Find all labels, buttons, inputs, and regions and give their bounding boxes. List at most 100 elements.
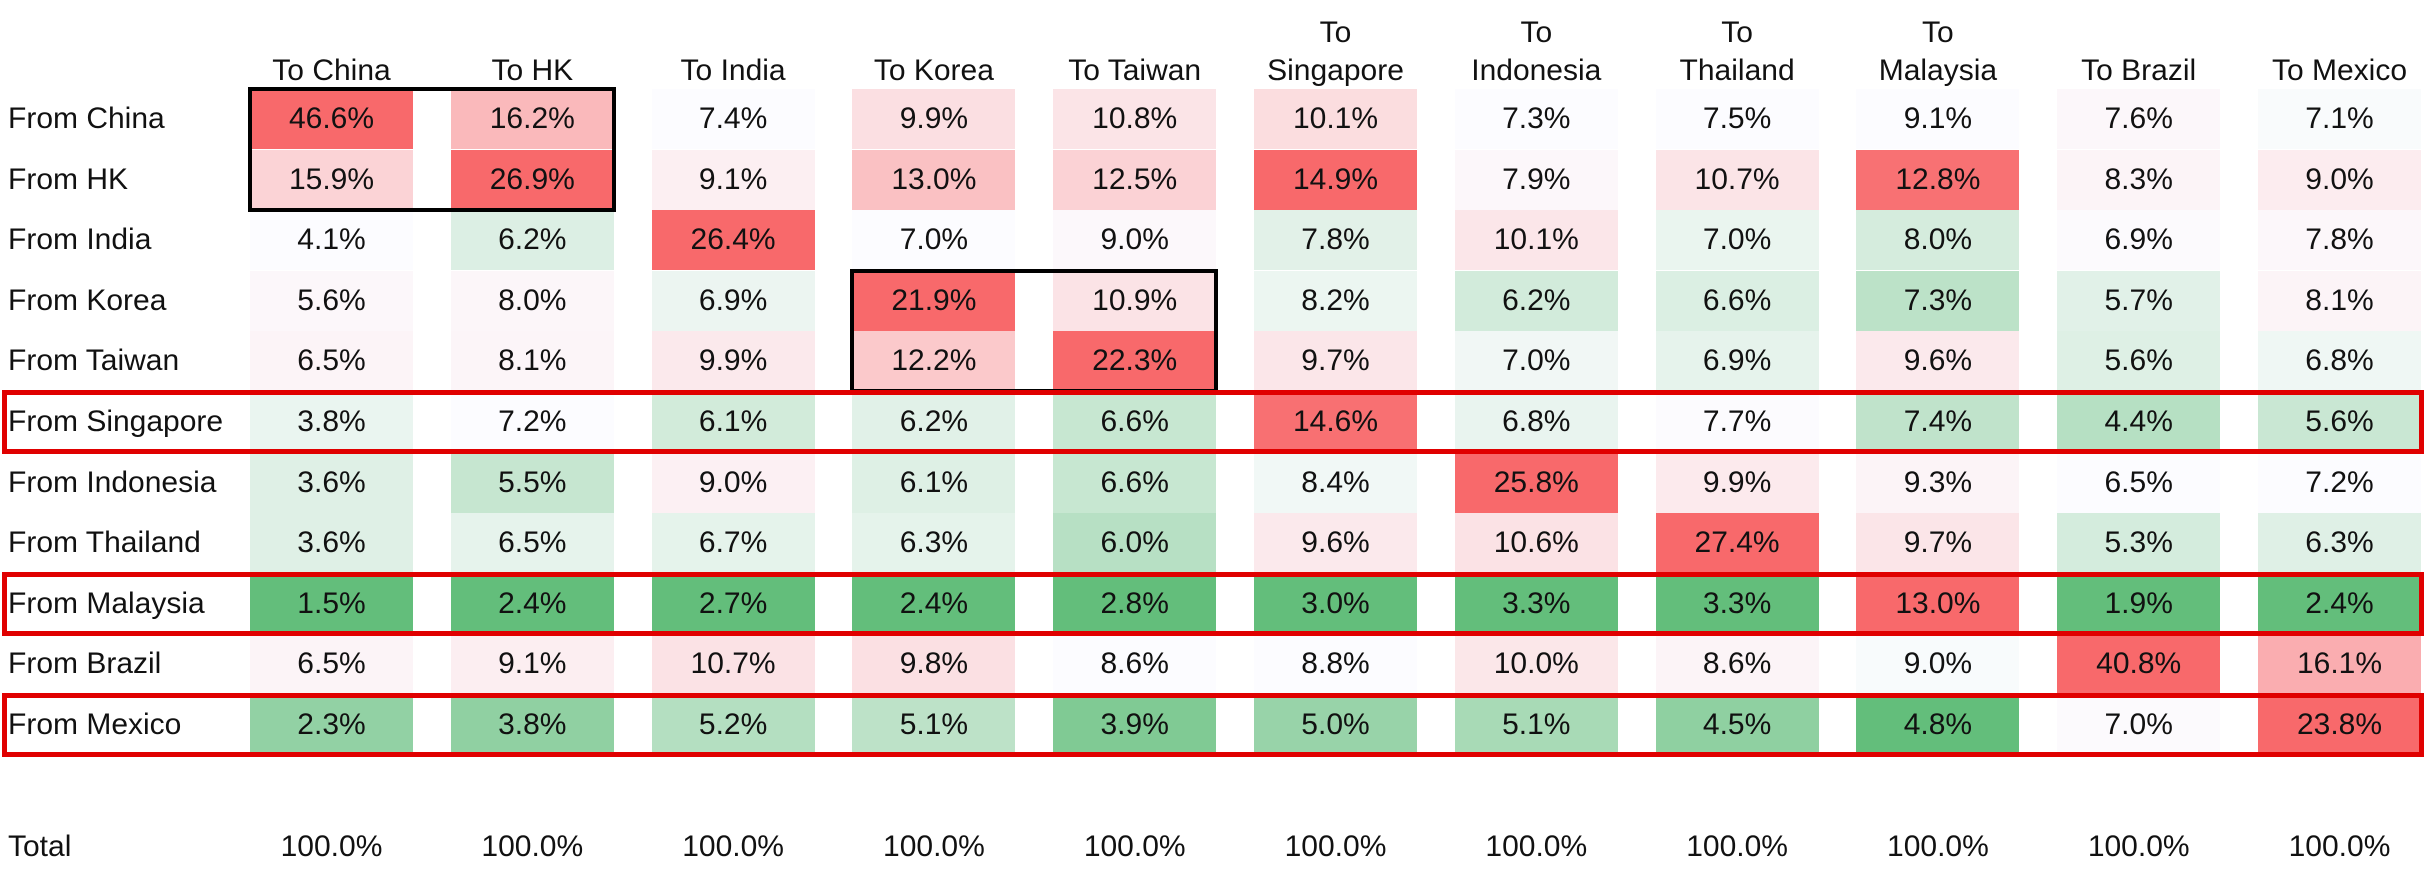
total-label: Total [8,830,72,863]
column-header: To Singapore [1267,16,1404,87]
cell: 7.0% [1454,331,1618,392]
cell: 9.1% [450,634,614,695]
cell: 6.5% [250,331,413,392]
cell: 1.5% [250,573,413,634]
cell: 13.0% [1856,573,2020,634]
cell: 10.7% [651,634,815,695]
cell: 3.3% [1655,573,1819,634]
total-cell: 100.0% [1083,830,1186,863]
cell: 9.6% [1856,331,2020,392]
cell: 8.0% [450,270,614,331]
cell: 7.0% [2057,695,2221,755]
cell: 7.3% [1454,89,1618,149]
cell: 2.4% [2258,573,2421,634]
cell: 2.4% [450,573,614,634]
highlight-box [248,87,616,212]
cell: 16.1% [2258,634,2421,695]
cell: 2.8% [1053,573,1217,634]
cell: 4.5% [1655,695,1819,755]
row-label: From China [8,102,165,135]
cell: 6.6% [1053,392,1217,452]
cell: 7.9% [1454,149,1618,210]
cell: 8.3% [2057,149,2221,210]
cell: 9.9% [651,331,815,392]
total-cell: 100.0% [1485,830,1588,863]
total-cell: 100.0% [481,830,584,863]
column-header: To HK [491,54,574,87]
cell: 7.4% [1856,392,2020,452]
cell: 5.6% [2057,331,2221,392]
cell: 6.5% [450,513,614,574]
row-label: From Brazil [8,647,162,681]
total-cell: 100.0% [280,830,383,863]
cell: 9.8% [852,634,1016,695]
row-label: From Indonesia [8,465,217,499]
cell: 40.8% [2057,634,2221,695]
cell: 8.0% [1856,210,2020,271]
cell: 5.5% [450,452,614,513]
cell: 5.0% [1254,695,1417,755]
cell: 5.6% [250,270,413,331]
cell: 10.0% [1454,634,1618,695]
cell: 7.3% [1856,270,2020,331]
cell: 6.9% [1655,331,1819,392]
cell: 2.4% [852,573,1016,634]
cell: 26.4% [651,210,815,271]
cell: 9.9% [852,89,1016,149]
cell: 2.7% [651,573,815,634]
column-header: To Malaysia [1878,16,1998,87]
cell: 6.6% [1655,270,1819,331]
cell: 6.3% [2258,513,2421,574]
column-header: To Thailand [1679,16,1795,87]
total-cell: 100.0% [1686,830,1788,863]
cell: 8.1% [450,331,614,392]
cell: 1.9% [2057,573,2221,634]
cell: 9.0% [1856,634,2020,695]
column-header: To Korea [873,54,994,87]
row-label: From Thailand [8,526,201,560]
cell: 6.2% [852,392,1016,452]
highlight-box [2,571,2424,636]
cell: 9.1% [1856,89,2020,149]
cell: 6.9% [651,270,815,331]
column-header: To China [272,54,391,87]
row-label: From Malaysia [8,586,205,620]
cell: 9.7% [1254,331,1417,392]
cell: 5.2% [651,695,815,755]
cell: 7.1% [2258,89,2421,149]
total-cell: 100.0% [2087,830,2190,863]
cell: 15.9% [250,149,413,210]
cell: 14.6% [1254,392,1417,452]
cell: 3.0% [1254,573,1417,634]
cell: 10.9% [1053,270,1217,331]
cell: 4.8% [1856,695,2020,755]
cell: 6.5% [250,634,413,695]
cell: 13.0% [852,149,1016,210]
row-label: From India [8,223,152,257]
cell: 4.1% [250,210,413,271]
cell: 22.3% [1053,331,1217,392]
cell: 5.7% [2057,270,2221,331]
cell: 9.3% [1856,452,2020,513]
total-cell: 100.0% [2288,830,2391,863]
cell: 6.5% [2057,452,2221,513]
cell: 9.1% [651,149,815,210]
cell: 6.9% [2057,210,2221,271]
cell: 5.6% [2258,392,2421,452]
total-cell: 100.0% [1887,830,1989,863]
column-header: To India [680,54,786,87]
column-header: To Mexico [2271,54,2408,87]
cell: 7.4% [651,89,815,149]
column-header: To Brazil [2081,54,2197,87]
cell: 6.3% [852,513,1016,574]
cell: 7.5% [1655,89,1819,149]
cell: 21.9% [852,270,1016,331]
cell: 6.7% [651,513,815,574]
cell: 7.0% [852,210,1016,271]
highlight-box [2,390,2424,454]
row-label: From Mexico [8,708,182,741]
cell: 3.6% [250,452,413,513]
cell: 8.2% [1254,270,1417,331]
cell: 9.0% [1053,210,1217,271]
